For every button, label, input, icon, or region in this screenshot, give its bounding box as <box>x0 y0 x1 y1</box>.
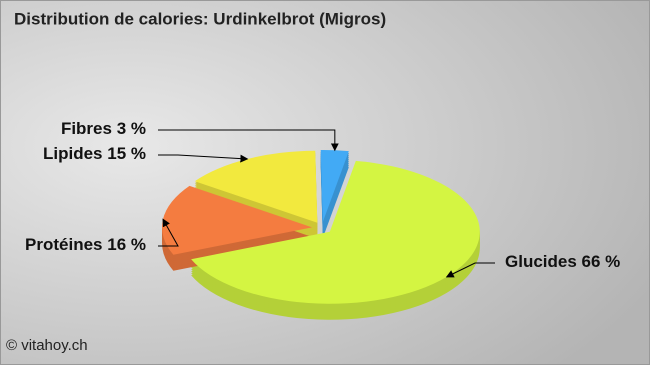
category-label: Fibres <box>61 119 112 138</box>
slice-label: Fibres 3 % <box>61 119 146 138</box>
value-label: 16 % <box>107 235 146 254</box>
leader-line <box>158 154 249 163</box>
category-label: Glucides <box>505 252 577 271</box>
leader-line <box>158 218 179 247</box>
leader-line <box>445 262 495 278</box>
slice <box>194 150 318 223</box>
category-label: Lipides <box>43 144 103 163</box>
value-label: 3 % <box>117 119 146 138</box>
slice-label: Protéines 16 % <box>25 235 146 254</box>
chart-title: Distribution de calories: Urdinkelbrot (… <box>14 9 386 28</box>
slice <box>191 160 480 304</box>
slice-label: Lipides 15 % <box>43 144 146 163</box>
leader-line <box>158 129 339 152</box>
slice <box>162 185 313 255</box>
slice <box>320 150 349 223</box>
category-label: Protéines <box>25 235 102 254</box>
value-label: 66 % <box>582 252 621 271</box>
slice-label: Glucides 66 % <box>505 252 620 271</box>
value-label: 15 % <box>107 144 146 163</box>
source: © vitahoy.ch <box>6 337 88 354</box>
